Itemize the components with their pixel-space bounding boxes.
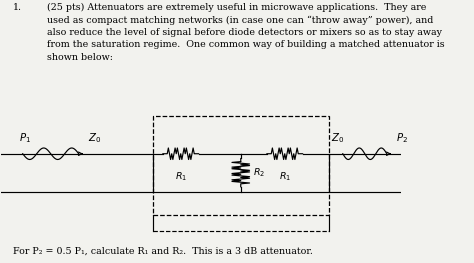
Text: (25 pts) Attenuators are extremely useful in microwave applications.  They are
u: (25 pts) Attenuators are extremely usefu… bbox=[47, 3, 444, 62]
Text: For P₂ = 0.5 P₁, calculate R₁ and R₂.  This is a 3 dB attenuator.: For P₂ = 0.5 P₁, calculate R₁ and R₂. Th… bbox=[13, 247, 312, 256]
Text: $P_1$: $P_1$ bbox=[18, 131, 31, 145]
Text: $Z_0$: $Z_0$ bbox=[88, 131, 101, 145]
Text: $Z_0$: $Z_0$ bbox=[331, 131, 344, 145]
Text: $R_2$: $R_2$ bbox=[253, 166, 265, 179]
Text: $R_1$: $R_1$ bbox=[174, 171, 187, 183]
Text: 1.: 1. bbox=[13, 3, 22, 12]
Text: $P_2$: $P_2$ bbox=[396, 131, 408, 145]
Bar bbox=[153, 116, 329, 215]
Text: $R_1$: $R_1$ bbox=[279, 171, 291, 183]
